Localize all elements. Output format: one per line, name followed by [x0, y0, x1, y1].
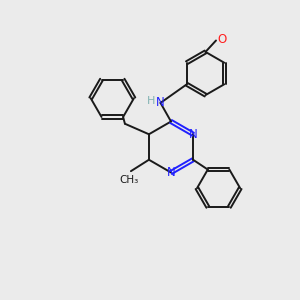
- Text: N: N: [156, 96, 165, 110]
- Text: N: N: [167, 166, 176, 179]
- Text: H: H: [147, 96, 156, 106]
- Text: O: O: [217, 33, 226, 46]
- Text: CH₃: CH₃: [120, 175, 139, 185]
- Text: N: N: [189, 128, 198, 141]
